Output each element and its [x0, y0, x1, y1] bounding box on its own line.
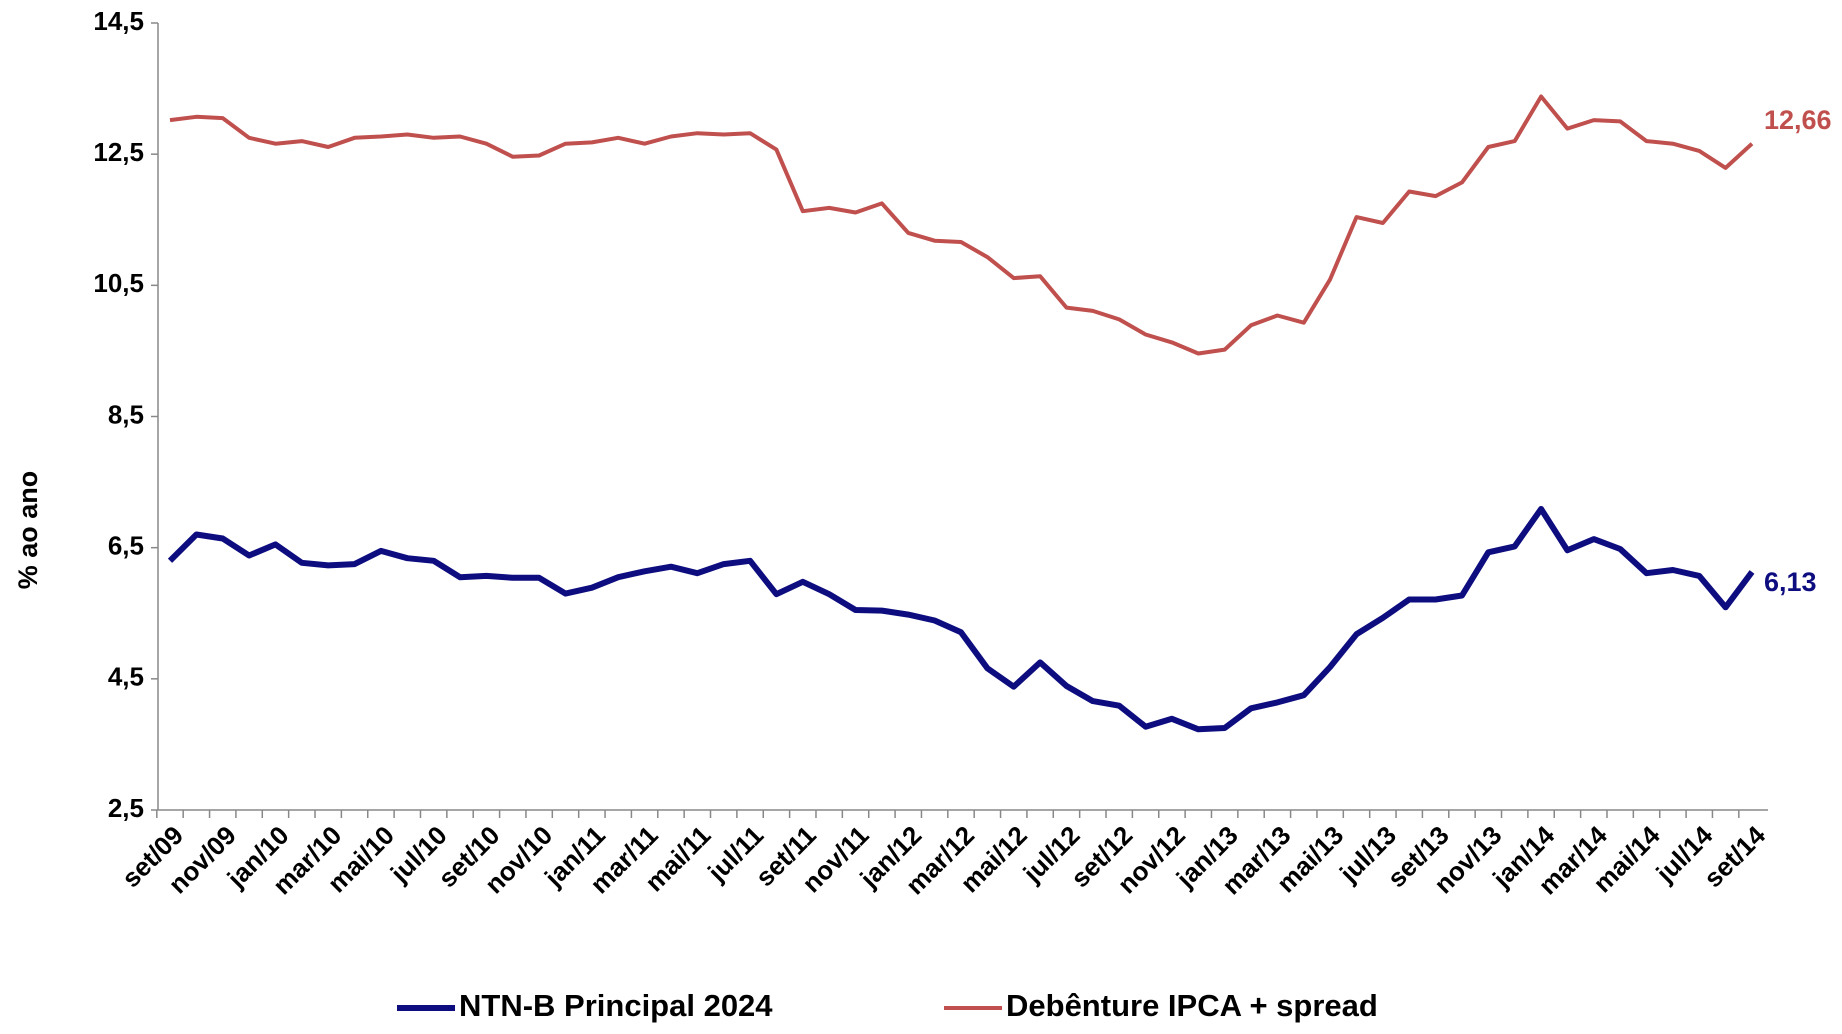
y-tick-label: 12,5 [93, 137, 144, 167]
y-tick-label: 10,5 [93, 268, 144, 298]
legend-label: NTN-B Principal 2024 [459, 988, 773, 1023]
end-label: 6,13 [1764, 567, 1817, 597]
series-line [167, 506, 1755, 733]
y-tick-label: 2,5 [108, 793, 144, 823]
series-line [169, 94, 1754, 356]
legend-label: Debênture IPCA + spread [1006, 988, 1378, 1023]
y-tick-label: 8,5 [108, 399, 144, 429]
x-tick-label: set/14 [1698, 820, 1772, 894]
y-tick-label: 4,5 [108, 662, 144, 692]
end-label: 12,66 [1764, 105, 1832, 135]
y-axis-label: % ao ano [13, 471, 43, 590]
y-tick-label: 14,5 [93, 6, 144, 36]
y-tick-label: 6,5 [108, 531, 144, 561]
